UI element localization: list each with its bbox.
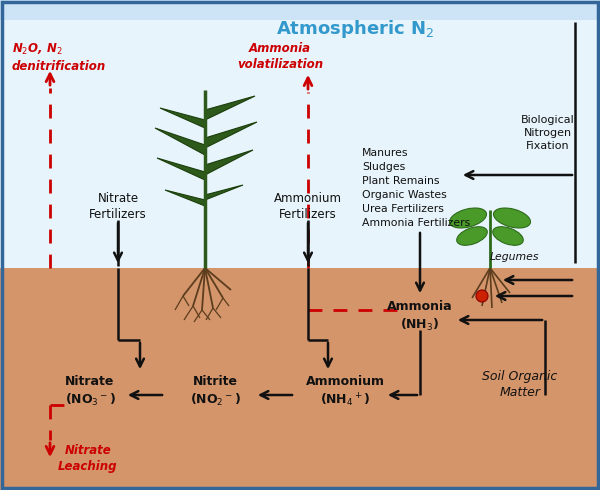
Polygon shape xyxy=(205,185,243,200)
Bar xyxy=(0,268,600,490)
Text: Nitrite
(NO$_2$$^-$): Nitrite (NO$_2$$^-$) xyxy=(190,375,241,408)
Text: N$_2$O, N$_2$
denitrification: N$_2$O, N$_2$ denitrification xyxy=(12,42,106,73)
Polygon shape xyxy=(165,190,205,206)
Ellipse shape xyxy=(457,227,487,245)
Text: Biological
Nitrogen
Fixation: Biological Nitrogen Fixation xyxy=(521,115,575,150)
Text: Ammonia
(NH$_3$): Ammonia (NH$_3$) xyxy=(387,300,453,333)
Text: Soil Organic
Matter: Soil Organic Matter xyxy=(482,370,557,399)
Polygon shape xyxy=(160,108,205,128)
Text: Atmospheric N$_2$: Atmospheric N$_2$ xyxy=(276,18,434,40)
Text: Nitrate
(NO$_3$$^-$): Nitrate (NO$_3$$^-$) xyxy=(65,375,115,408)
Polygon shape xyxy=(205,122,257,148)
Text: Ammonium
(NH$_4$$^+$): Ammonium (NH$_4$$^+$) xyxy=(305,375,385,409)
Text: Manures
Sludges
Plant Remains
Organic Wastes
Urea Fertilizers
Ammonia Fertilizer: Manures Sludges Plant Remains Organic Wa… xyxy=(362,148,470,228)
Ellipse shape xyxy=(494,208,530,228)
Bar xyxy=(0,0,600,20)
Bar xyxy=(0,0,600,268)
Text: Nitrate
Leaching: Nitrate Leaching xyxy=(58,444,118,473)
Text: Ammonia
volatilization: Ammonia volatilization xyxy=(237,42,323,71)
Circle shape xyxy=(476,290,488,302)
Ellipse shape xyxy=(493,227,523,245)
Text: Nitrate
Fertilizers: Nitrate Fertilizers xyxy=(89,192,147,221)
Ellipse shape xyxy=(449,208,487,228)
Polygon shape xyxy=(205,96,255,120)
Polygon shape xyxy=(157,158,205,180)
Text: Ammonium
Fertilizers: Ammonium Fertilizers xyxy=(274,192,342,221)
Polygon shape xyxy=(205,150,253,175)
Text: Legumes: Legumes xyxy=(490,252,539,262)
Polygon shape xyxy=(155,128,205,155)
